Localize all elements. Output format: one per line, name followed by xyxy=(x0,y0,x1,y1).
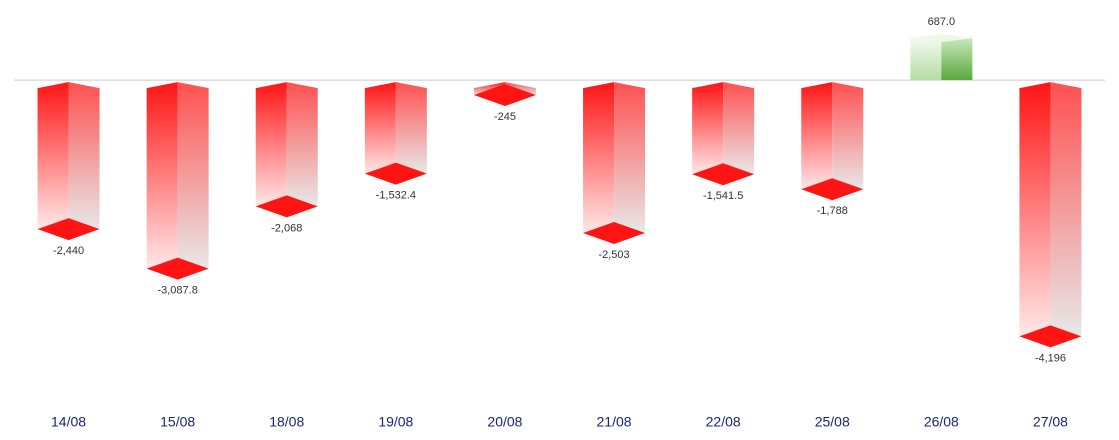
x-tick-label: 18/08 xyxy=(269,414,304,430)
x-tick-label: 20/08 xyxy=(487,414,522,430)
bar xyxy=(910,34,973,81)
bar-side xyxy=(395,82,427,174)
bar xyxy=(583,82,646,244)
bar-side xyxy=(177,82,209,269)
bar-end xyxy=(801,178,864,201)
bar-end xyxy=(473,84,536,107)
value-label: -2,503 xyxy=(598,249,629,261)
bar xyxy=(801,82,864,201)
x-tick-label: 21/08 xyxy=(597,414,632,430)
value-label: -1,541.5 xyxy=(703,190,743,202)
bar-end xyxy=(1019,325,1082,348)
bar-front xyxy=(37,82,69,230)
x-tick-label: 15/08 xyxy=(160,414,195,430)
bar-side xyxy=(68,82,100,230)
bar xyxy=(473,82,536,107)
bar-end xyxy=(255,195,318,218)
bar xyxy=(692,82,755,186)
x-tick-label: 27/08 xyxy=(1033,414,1068,430)
x-tick-label: 19/08 xyxy=(378,414,413,430)
x-tick-label: 25/08 xyxy=(815,414,850,430)
bar-side xyxy=(504,82,536,96)
value-label: -245 xyxy=(494,111,516,123)
bar-end xyxy=(146,257,209,280)
bar-front xyxy=(255,82,287,207)
bar-front xyxy=(801,82,833,190)
value-label: -1,788 xyxy=(817,205,848,217)
x-tick-label: 22/08 xyxy=(706,414,741,430)
bar-side xyxy=(832,82,864,190)
bar-front xyxy=(1019,82,1051,337)
value-label: -4,196 xyxy=(1035,352,1066,364)
bar-end xyxy=(692,163,755,186)
bar xyxy=(146,82,209,280)
value-label: -3,087.8 xyxy=(157,285,197,297)
bar-side xyxy=(1050,82,1082,337)
bar-front xyxy=(364,82,396,174)
x-tick-label: 14/08 xyxy=(51,414,86,430)
bar-end xyxy=(583,221,646,244)
x-tick-label: 26/08 xyxy=(924,414,959,430)
bar-side xyxy=(723,82,755,175)
bar-side xyxy=(614,82,646,233)
bar-end xyxy=(37,218,100,241)
bar-front xyxy=(583,82,615,233)
bar-front xyxy=(146,82,178,269)
bar xyxy=(37,82,100,241)
value-label: -2,440 xyxy=(53,245,84,257)
value-label: 687.0 xyxy=(928,16,956,28)
bar-front xyxy=(473,82,505,96)
bar-side xyxy=(286,82,318,207)
bar xyxy=(1019,82,1082,348)
bar-end xyxy=(364,162,427,185)
bar-front xyxy=(910,38,942,81)
value-label: -1,532.4 xyxy=(376,190,416,202)
bar xyxy=(255,82,318,218)
value-label: -2,068 xyxy=(271,222,302,234)
bar-top xyxy=(910,34,973,43)
bar-side xyxy=(941,38,973,81)
bar-front xyxy=(692,82,724,175)
bar xyxy=(364,82,427,185)
